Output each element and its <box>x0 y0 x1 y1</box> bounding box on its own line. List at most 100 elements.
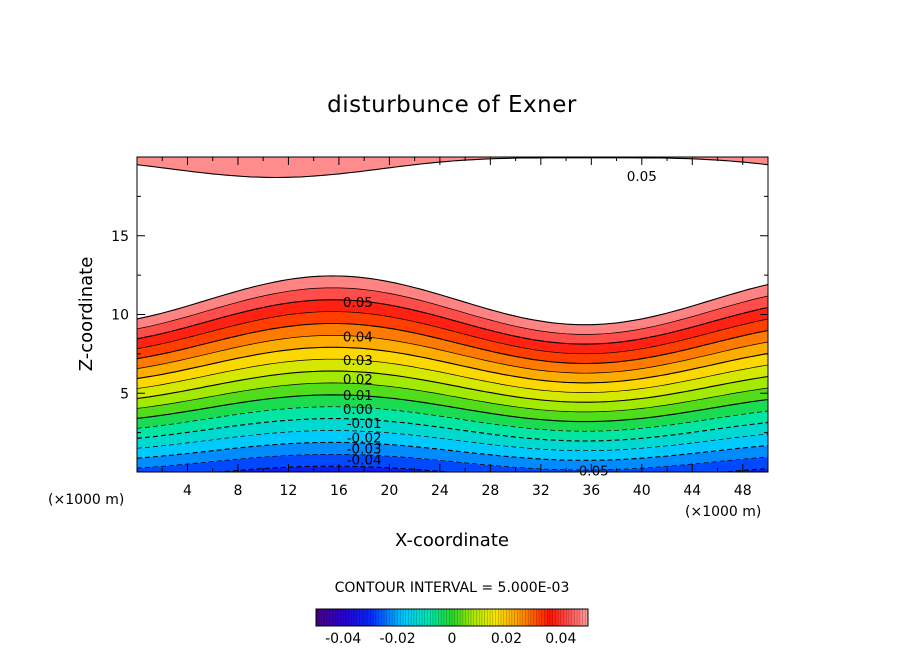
colorbar-swatch <box>566 609 570 626</box>
x-tick-label: 44 <box>683 483 701 499</box>
colorbar-swatch <box>492 609 496 626</box>
colorbar-swatch <box>514 609 518 626</box>
colorbar-swatch <box>400 609 404 626</box>
contour-band <box>137 335 768 383</box>
contour-line <box>137 157 768 179</box>
contour-band <box>137 347 768 393</box>
x-tick-label: 8 <box>233 483 242 499</box>
colorbar-swatch <box>454 609 458 626</box>
contour-band <box>137 323 768 374</box>
x-tick-label: 24 <box>431 483 449 499</box>
colorbar-swatch <box>539 609 543 626</box>
contour-band <box>137 311 768 364</box>
colorbar-swatch <box>525 609 529 626</box>
colorbar-swatch <box>351 609 355 626</box>
colorbar-swatch <box>495 609 499 626</box>
contour-interval-label: CONTOUR INTERVAL = 5.000E-03 <box>335 580 570 596</box>
contour-line <box>137 346 768 384</box>
colorbar-swatch <box>424 609 428 626</box>
colorbar-swatch <box>332 609 336 626</box>
contour-band <box>137 454 768 472</box>
contour-line <box>137 370 768 403</box>
colorbar-swatch <box>397 609 401 626</box>
contour-line <box>137 453 768 471</box>
colorbar-swatch <box>533 609 537 626</box>
colorbar-swatch <box>517 609 521 626</box>
colorbar-swatch <box>354 609 358 626</box>
contour-lines <box>137 157 768 489</box>
colorbar-swatch <box>476 609 480 626</box>
colorbar-swatch <box>389 609 393 626</box>
colorbar-swatch <box>375 609 379 626</box>
colorbar-swatch <box>446 609 450 626</box>
contour-label: 0.03 <box>343 353 373 369</box>
colorbar-swatch <box>558 609 562 626</box>
contour-label: 0.00 <box>343 402 373 418</box>
contour-band <box>137 394 768 432</box>
colorbar-swatch <box>316 609 320 626</box>
contour-line <box>137 406 768 432</box>
colorbar-swatch <box>345 609 350 626</box>
colorbar-swatch <box>408 609 412 626</box>
colorbar-swatch <box>503 609 507 626</box>
colorbar-swatch <box>555 609 559 626</box>
contour-line <box>210 465 768 472</box>
colorbar-swatch <box>509 609 513 626</box>
colorbar-swatch <box>571 609 575 626</box>
colorbar-swatch <box>471 609 475 626</box>
colorbar-swatch <box>460 609 464 626</box>
colorbar-swatch <box>549 609 554 626</box>
colorbar-swatch <box>530 609 534 626</box>
colorbar-swatch <box>441 609 445 626</box>
colorbar-swatch <box>568 609 573 626</box>
x-tick-label: 4 <box>183 483 192 499</box>
x-tick-label: 32 <box>532 483 550 499</box>
colorbar-swatch <box>403 609 407 626</box>
colorbar-swatch <box>536 609 540 626</box>
colorbar-swatch <box>479 609 483 626</box>
colorbar-swatch <box>452 609 456 626</box>
colorbar-swatch <box>427 609 431 626</box>
colorbar-swatch <box>343 609 347 626</box>
colorbar-swatch <box>411 609 415 626</box>
colorbar-swatch <box>528 609 532 626</box>
contour-line <box>137 430 768 452</box>
contour-line <box>137 382 768 413</box>
contour-label: 0.01 <box>343 388 373 404</box>
colorbar-swatch <box>405 609 409 626</box>
contour-band <box>217 466 768 472</box>
colorbar-tick-label: -0.02 <box>379 631 415 647</box>
x-tick-label: 16 <box>330 483 348 499</box>
colorbar-swatch <box>547 609 551 626</box>
colorbar-swatch <box>419 609 423 626</box>
chart-title: disturbunce of Exner <box>327 92 577 118</box>
x-tick-label: 40 <box>633 483 651 499</box>
contour-line <box>137 394 768 423</box>
colorbar-swatch <box>381 609 385 626</box>
contour-label: 0.04 <box>343 330 373 346</box>
colorbar-swatch <box>582 609 586 626</box>
contour-label: -0.03 <box>347 441 382 457</box>
colorbar-tick-label: 0.04 <box>545 631 576 647</box>
colorbar-swatch <box>392 609 396 626</box>
contour-band <box>137 418 768 451</box>
colorbar-tick-labels: -0.04 -0.02 0 0.02 0.04 <box>325 631 576 647</box>
colorbar-swatch <box>435 609 439 626</box>
contour-line <box>137 478 768 489</box>
colorbar-swatch <box>520 609 524 626</box>
colorbar-swatch <box>490 609 494 626</box>
colorbar-swatch <box>500 609 505 626</box>
y-axis-ticks: 5 10 15 <box>111 195 768 434</box>
colorbar-swatch <box>362 609 366 626</box>
contour-band <box>137 478 768 499</box>
contour-line <box>137 299 768 345</box>
contour-line <box>137 358 768 393</box>
y-tick-label: 10 <box>111 308 129 324</box>
colorbar-swatch <box>384 609 388 626</box>
colorbar-swatch <box>321 609 325 626</box>
colorbar-swatch <box>337 609 341 626</box>
colorbar-swatch <box>324 609 328 626</box>
colorbar-swatch <box>416 609 420 626</box>
y-axis-label: Z-coordinate <box>76 257 97 372</box>
